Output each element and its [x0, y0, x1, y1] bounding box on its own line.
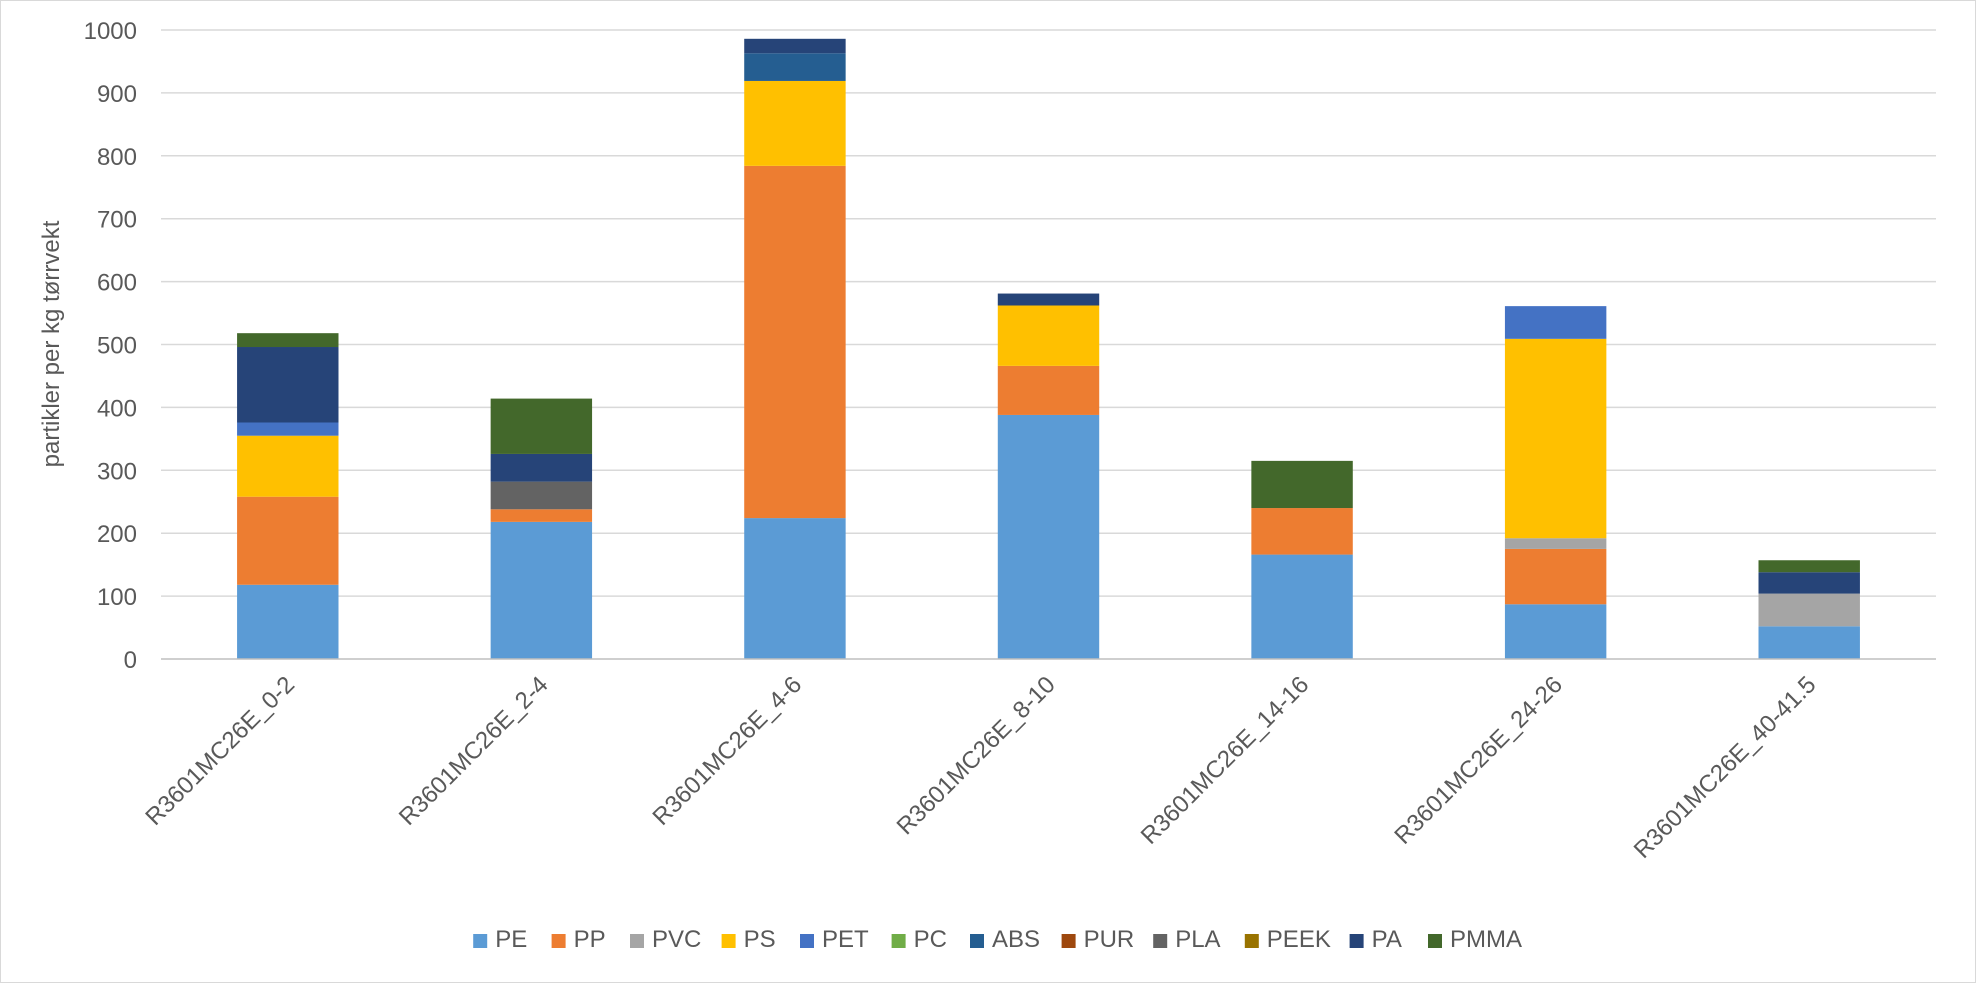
bar-segment-pp — [1251, 508, 1353, 555]
bar-segment-pa — [237, 347, 339, 423]
bar-segment-pp — [744, 165, 846, 519]
bar-segment-pa — [490, 453, 593, 482]
legend-label-pvc: PVC — [652, 926, 701, 953]
legend-swatch-ps — [721, 934, 736, 948]
legend-label-pe: PE — [495, 926, 527, 953]
y-tick-label: 600 — [97, 270, 137, 297]
legend-swatch-peek — [1244, 934, 1259, 948]
bar-segment-pet — [1504, 306, 1607, 339]
y-tick-label: 100 — [97, 584, 137, 611]
legend-label-pla: PLA — [1175, 926, 1220, 953]
legend-swatch-pmma — [1428, 934, 1442, 948]
y-axis-tick-labels: 0 100 200 300 400 500 600 700 800 900 1000 — [84, 18, 137, 674]
y-tick-label: 400 — [97, 395, 137, 422]
bar-segment-pa — [744, 38, 846, 54]
y-tick-label: 300 — [97, 458, 137, 485]
y-tick-label: 900 — [97, 81, 137, 108]
legend-label-pp: PP — [574, 926, 606, 953]
legend-swatch-pc — [891, 934, 906, 948]
x-tick-label: R3601MC26E_40-41.5 — [1629, 671, 1822, 864]
bar-segment-pe — [1251, 554, 1353, 659]
bar-segment-pe — [490, 521, 593, 659]
y-axis-label: partikler per kg tørrvekt — [38, 220, 65, 467]
x-tick-label: R3601MC26E_14-16 — [1136, 671, 1315, 850]
legend-label-abs: ABS — [992, 926, 1040, 953]
bar-segment-ps — [997, 305, 1100, 366]
legend-swatch-abs — [970, 934, 984, 948]
bar-segment-pvc — [1758, 593, 1860, 627]
legend-label-pmma: PMMA — [1450, 926, 1522, 953]
legend-swatch-pet — [800, 934, 814, 948]
legend-label-pa: PA — [1372, 926, 1402, 953]
legend-swatch-pur — [1061, 934, 1076, 948]
bar-segment-pp — [237, 496, 339, 585]
bar-segment-pmma — [1251, 460, 1353, 509]
bar-segment-pvc — [1504, 538, 1607, 549]
bar-segment-pe — [1504, 604, 1607, 659]
bar-segment-pmma — [490, 398, 593, 454]
y-tick-label: 700 — [97, 207, 137, 234]
legend: PE PP PVC PS PET PC ABS PUR PLA PEEK PA PMMA — [473, 926, 1522, 953]
bar-segment-pla — [490, 481, 593, 510]
legend-swatch-pa — [1349, 934, 1364, 948]
y-tick-label: 0 — [124, 647, 137, 674]
y-tick-label: 500 — [97, 333, 137, 360]
bar-segment-ps — [744, 80, 846, 166]
bar-segment-pmma — [237, 333, 339, 348]
bar-segment-pet — [237, 422, 339, 436]
bar-segment-pe — [1758, 626, 1860, 659]
legend-label-peek: PEEK — [1267, 926, 1331, 953]
bar-segment-ps — [237, 435, 339, 497]
legend-label-pc: PC — [914, 926, 947, 953]
x-tick-label: R3601MC26E_8-10 — [892, 671, 1061, 840]
y-tick-label: 200 — [97, 521, 137, 548]
bar-segment-pa — [997, 293, 1100, 306]
bar-segment-pe — [237, 584, 339, 659]
y-tick-label: 800 — [97, 144, 137, 171]
bar-segment-pe — [744, 518, 846, 659]
bar-segment-ps — [1504, 338, 1607, 539]
legend-swatch-pvc — [630, 934, 644, 948]
y-tick-label: 1000 — [84, 18, 137, 45]
legend-label-pet: PET — [822, 926, 869, 953]
legend-swatch-pp — [551, 934, 566, 948]
bar-segment-pe — [997, 414, 1100, 659]
legend-label-pur: PUR — [1084, 926, 1135, 953]
x-tick-label: R3601MC26E_2-4 — [394, 671, 554, 831]
legend-label-ps: PS — [744, 926, 776, 953]
bar-segment-pa — [1758, 572, 1860, 594]
bar-segment-pp — [490, 509, 593, 522]
legend-swatch-pla — [1153, 934, 1168, 948]
legend-swatch-pe — [473, 934, 488, 948]
x-tick-label: R3601MC26E_4-6 — [648, 671, 808, 831]
x-tick-label: R3601MC26E_0-2 — [140, 671, 300, 831]
bar-segment-pp — [1504, 548, 1607, 605]
bars — [237, 38, 1860, 659]
x-axis-tick-labels: R3601MC26E_0-2 R3601MC26E_2-4 R3601MC26E_4… — [140, 671, 1821, 864]
bar-segment-pmma — [1758, 560, 1860, 573]
x-tick-label: R3601MC26E_24-26 — [1389, 671, 1568, 850]
bar-segment-abs — [744, 53, 846, 81]
bar-segment-pp — [997, 365, 1100, 415]
